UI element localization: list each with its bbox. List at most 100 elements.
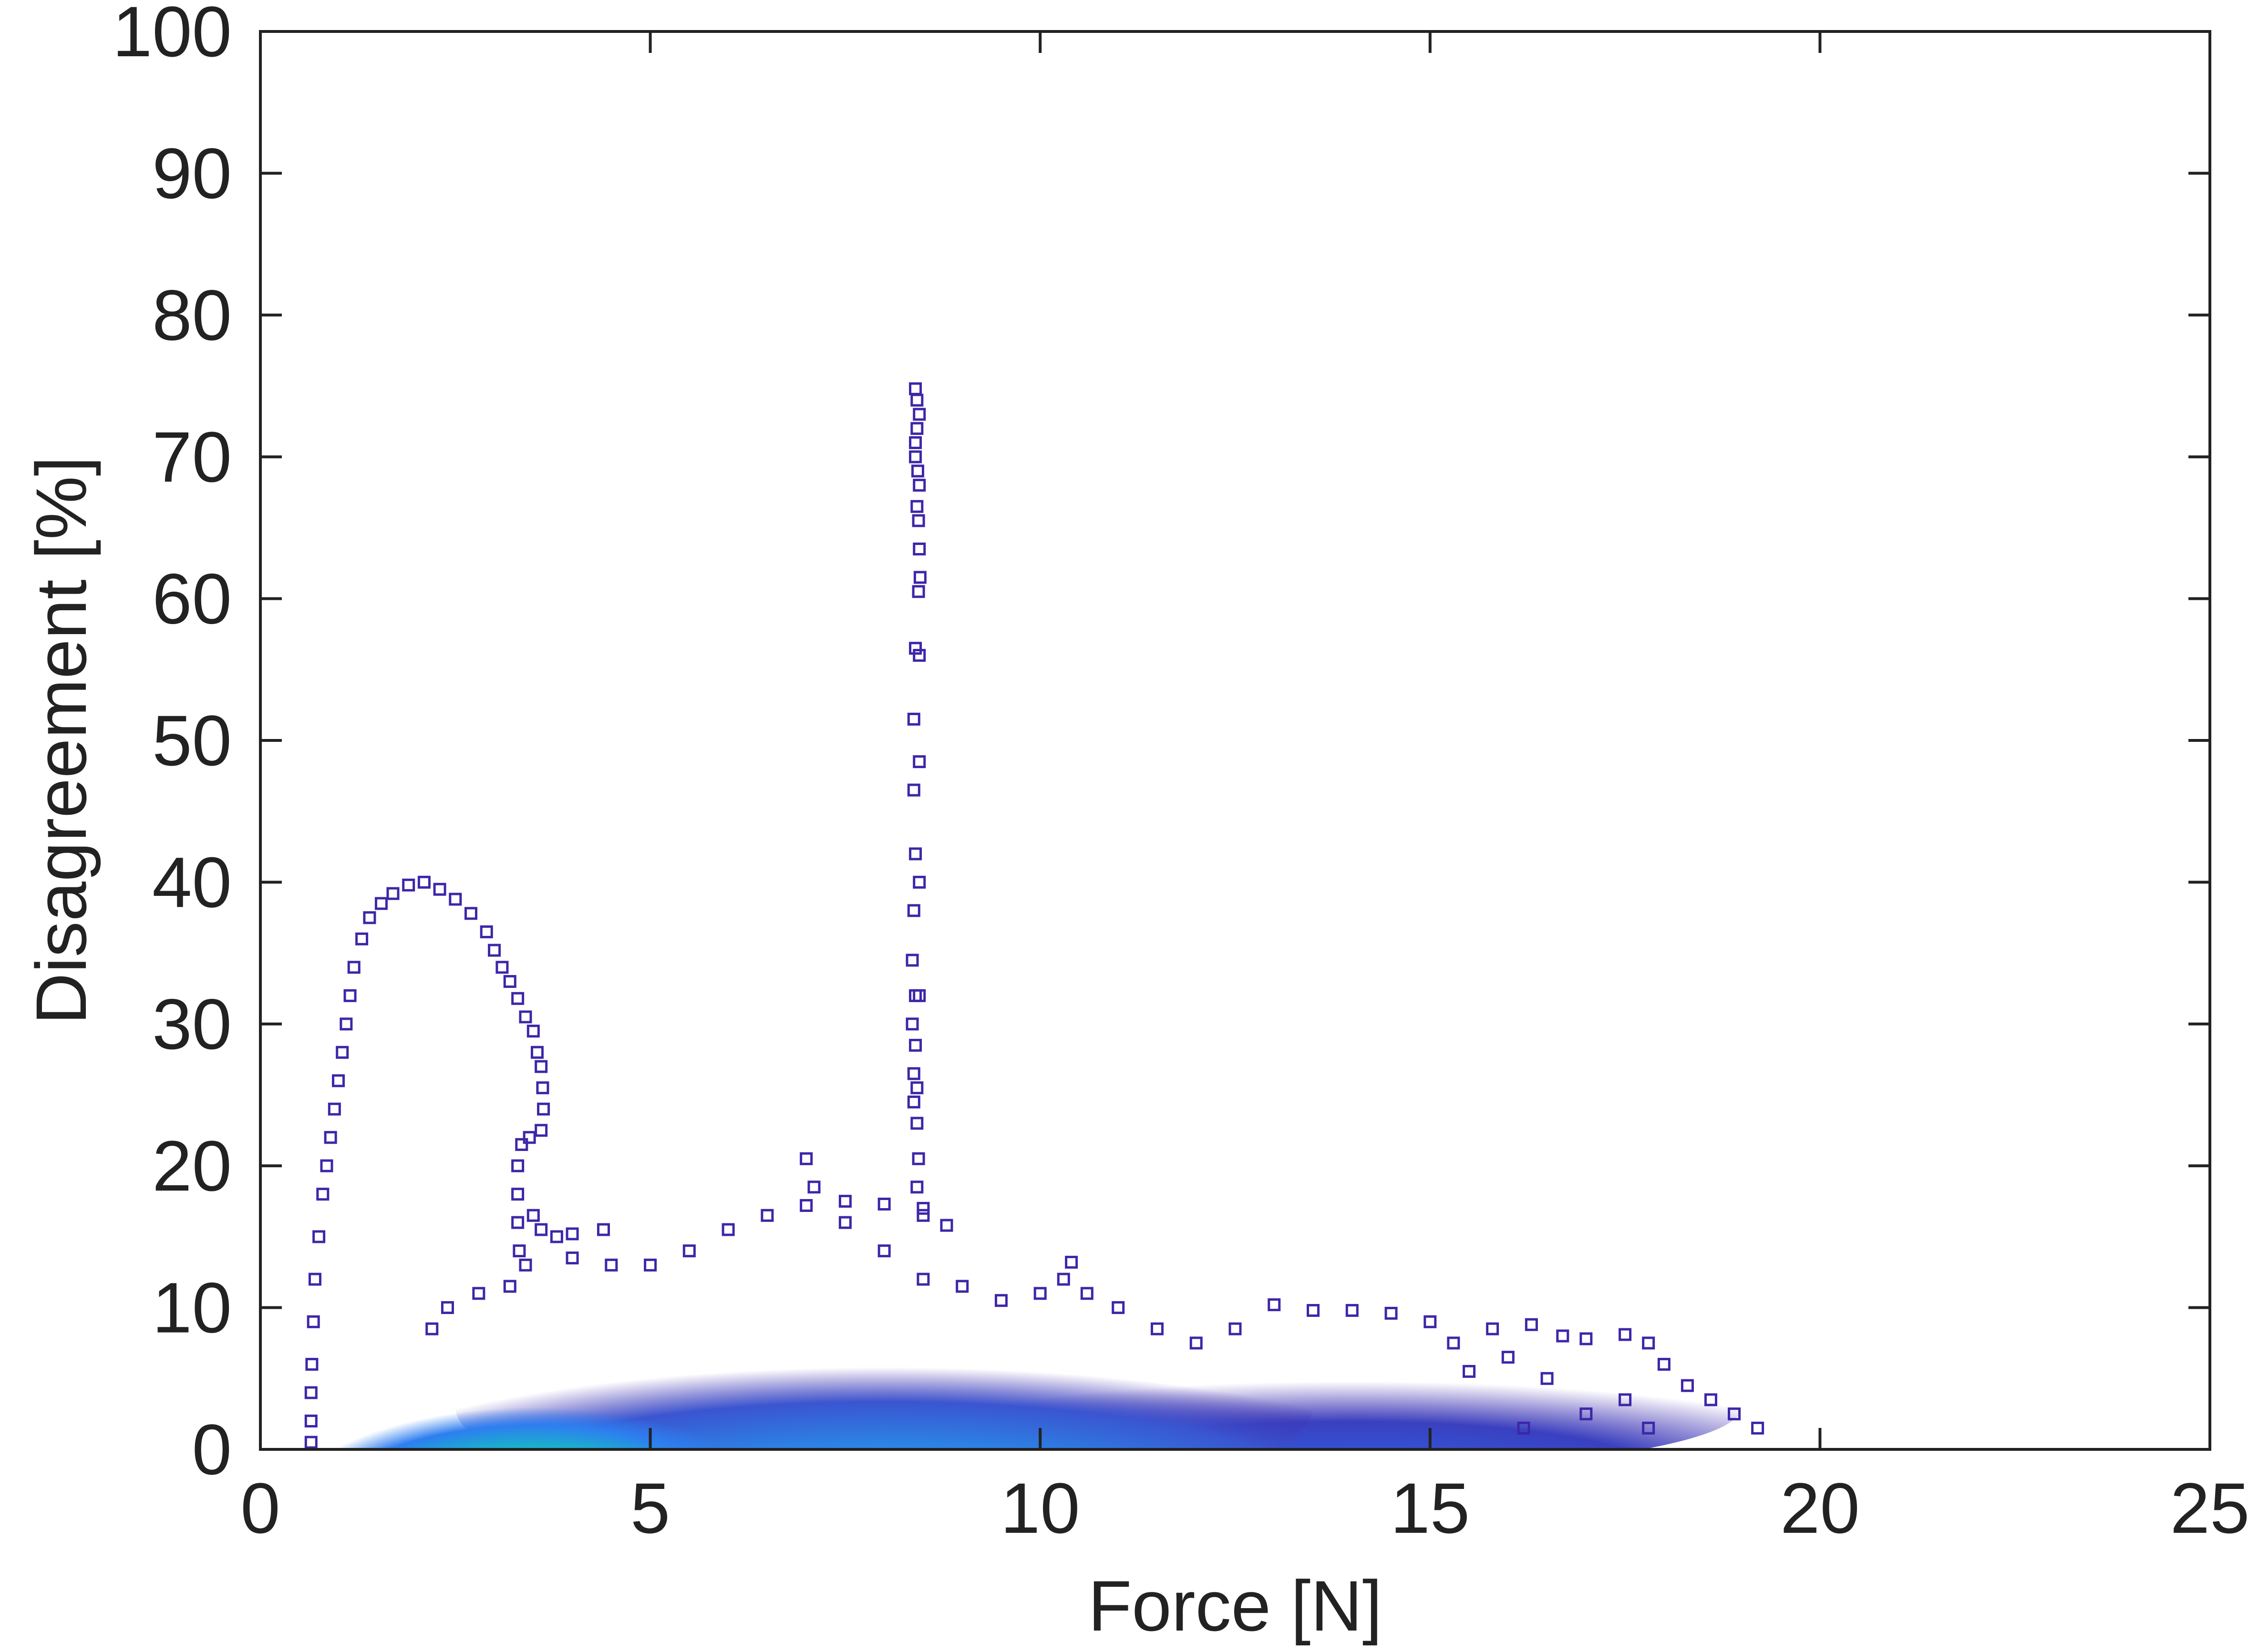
data-point — [909, 436, 922, 449]
data-point — [800, 1199, 813, 1212]
data-point — [1704, 1393, 1717, 1406]
y-axis-title: Disagreement [%] — [21, 456, 101, 1025]
data-point — [1268, 1298, 1281, 1312]
data-point — [511, 1216, 525, 1229]
data-point — [535, 1223, 548, 1236]
x-axis-title: Force [N] — [1088, 1566, 1382, 1646]
x-tick-label: 15 — [1390, 1468, 1470, 1548]
data-point — [907, 712, 920, 726]
data-point — [910, 393, 924, 407]
data-point — [912, 585, 925, 598]
data-point — [402, 878, 415, 892]
data-point — [1642, 1336, 1655, 1350]
data-point — [535, 1124, 548, 1137]
data-point — [503, 975, 516, 988]
data-point — [913, 875, 926, 889]
data-point — [917, 1209, 930, 1222]
data-point — [940, 1219, 953, 1232]
data-point — [530, 1046, 544, 1059]
data-point — [1463, 1365, 1476, 1378]
data-point — [304, 1415, 318, 1428]
data-point — [336, 1046, 349, 1059]
data-point — [519, 1258, 532, 1272]
data-point — [347, 961, 361, 974]
data-point — [1112, 1301, 1125, 1314]
density-cloud-high — [330, 1343, 736, 1449]
data-point — [910, 500, 924, 513]
x-tick-label: 25 — [2170, 1468, 2250, 1548]
data-point — [907, 1067, 920, 1080]
data-point — [511, 1188, 525, 1201]
y-tick-label: 80 — [152, 275, 232, 355]
data-point — [464, 907, 478, 920]
data-point — [1501, 1351, 1515, 1364]
data-point — [909, 642, 922, 655]
plot-area — [304, 382, 1764, 1449]
y-tick-label: 90 — [152, 133, 232, 213]
data-point — [304, 1436, 318, 1449]
data-point — [526, 1025, 540, 1038]
data-point — [912, 514, 925, 527]
data-point — [1517, 1421, 1530, 1435]
data-point — [761, 1209, 774, 1222]
data-point — [340, 1017, 353, 1031]
data-point — [537, 1102, 550, 1116]
data-point — [1619, 1393, 1632, 1406]
data-point — [1579, 1407, 1593, 1421]
data-point — [1579, 1332, 1593, 1345]
data-point — [324, 1131, 337, 1144]
data-point — [838, 1195, 852, 1208]
data-point — [363, 911, 376, 924]
data-point — [838, 1216, 852, 1229]
data-point — [488, 944, 501, 957]
data-point — [519, 1010, 532, 1024]
data-point — [312, 1230, 326, 1243]
data-point — [1307, 1304, 1320, 1317]
data-point — [536, 1081, 549, 1095]
data-point — [907, 904, 920, 917]
data-point — [1681, 1379, 1694, 1392]
y-tick-label: 40 — [152, 842, 232, 922]
data-point — [1619, 1328, 1632, 1341]
data-point — [917, 1272, 930, 1286]
data-point — [917, 1201, 930, 1215]
data-point — [913, 543, 926, 556]
data-point — [1065, 1255, 1078, 1269]
data-point — [535, 1060, 548, 1073]
x-tick-label: 5 — [630, 1468, 670, 1548]
data-point — [910, 1117, 924, 1130]
data-point — [644, 1258, 657, 1272]
y-tick-label: 0 — [192, 1409, 232, 1489]
data-point — [386, 887, 400, 900]
x-tick-label: 0 — [240, 1468, 280, 1548]
y-tick-label: 20 — [152, 1126, 232, 1206]
data-point — [682, 1244, 696, 1258]
y-tick-label: 30 — [152, 984, 232, 1064]
data-point — [907, 783, 920, 797]
data-point — [374, 897, 388, 910]
data-point — [503, 1280, 516, 1293]
data-point — [913, 649, 926, 662]
data-point — [332, 1074, 345, 1088]
data-point — [877, 1244, 891, 1258]
data-point — [1642, 1421, 1655, 1435]
data-point — [910, 1081, 924, 1095]
data-point — [1751, 1421, 1764, 1435]
data-point — [511, 1159, 525, 1172]
data-point — [907, 1095, 920, 1108]
plot-frame — [259, 30, 2211, 1451]
data-point — [1540, 1372, 1554, 1385]
data-point — [513, 1244, 526, 1258]
data-point — [906, 1017, 919, 1031]
data-point — [1556, 1329, 1569, 1343]
x-tick-label: 20 — [1780, 1468, 1860, 1548]
data-point — [480, 925, 493, 938]
data-point — [1728, 1407, 1741, 1421]
data-point — [1345, 1304, 1359, 1317]
data-point — [800, 1152, 813, 1165]
data-point — [441, 1301, 454, 1314]
y-tick-label: 50 — [152, 700, 232, 780]
data-point — [909, 1038, 922, 1052]
data-point — [913, 571, 927, 584]
data-point — [909, 989, 922, 1002]
